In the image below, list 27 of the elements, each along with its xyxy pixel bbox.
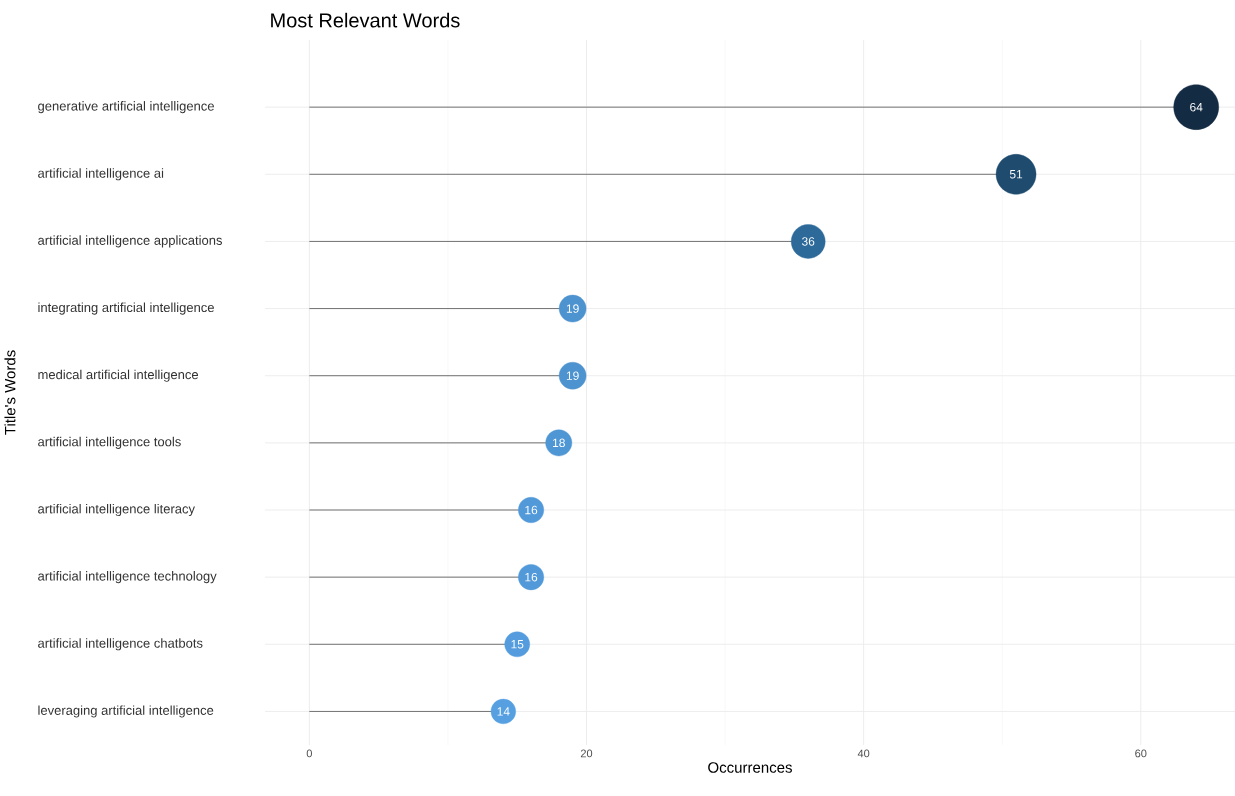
y-tick-label: artificial intelligence tools [38,436,181,449]
x-tick-label: 60 [1135,749,1147,758]
y-tick-label: artificial intelligence applications [38,235,222,248]
x-axis-title: Occurrences [708,762,792,773]
data-label: 14 [497,707,510,716]
data-label: 18 [553,438,565,448]
data-label: 19 [566,371,579,380]
data-label: 15 [511,640,524,649]
y-tick-label: artificial intelligence ai [38,168,164,181]
y-tick-label: leveraging artificial intelligence [38,705,214,718]
chart-title: Most Relevant Words [271,12,460,28]
data-label: 19 [566,304,579,313]
y-tick-label: artificial intelligence literacy [38,503,195,517]
x-tick-label: 0 [306,749,312,758]
y-tick-label: artificial intelligence chatbots [38,638,203,651]
data-label: 36 [801,237,815,246]
y-tick-label: integrating artificial intelligence [38,302,214,315]
x-tick-label: 40 [857,749,870,758]
data-label: 51 [1009,170,1023,179]
x-tick-label: 20 [580,749,593,758]
y-tick-label: artificial intelligence technology [38,571,217,584]
y-axis-title: Title's Words [4,350,16,435]
y-tick-label: medical artificial intelligence [38,369,199,382]
data-label: 16 [525,505,538,515]
data-label: 64 [1190,102,1203,112]
y-tick-label: generative artificial intelligence [38,101,214,114]
data-label: 16 [525,572,538,582]
